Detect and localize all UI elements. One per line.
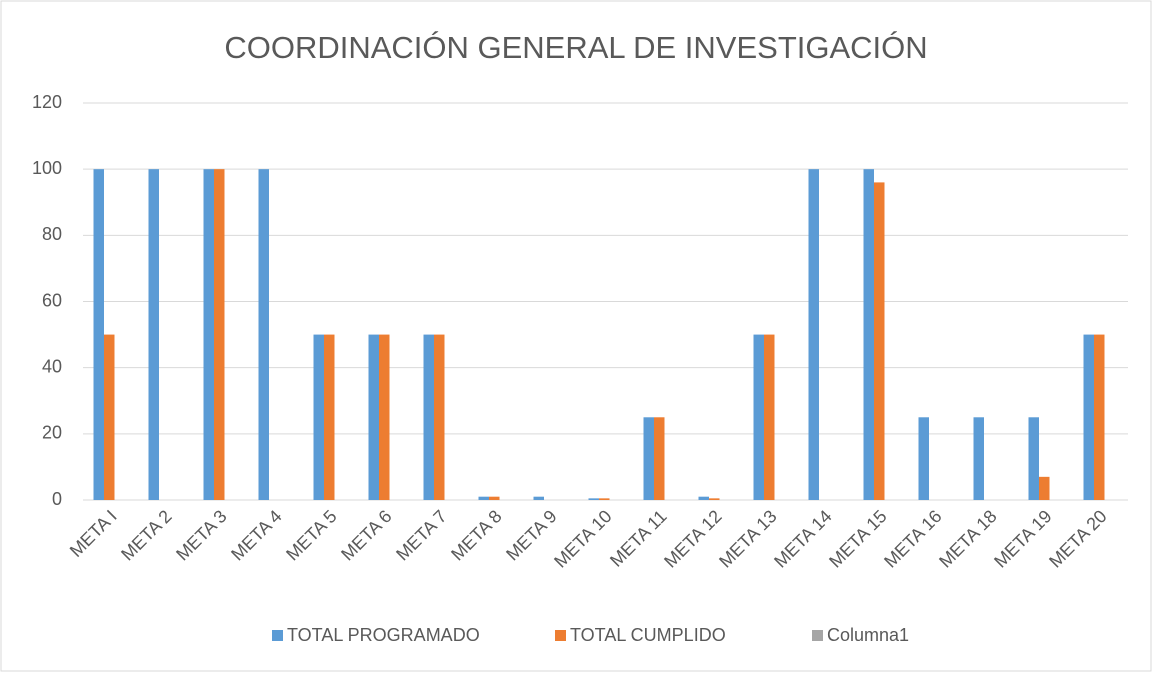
bar <box>434 334 445 500</box>
legend-label: TOTAL CUMPLIDO <box>570 625 726 645</box>
bar <box>874 182 885 500</box>
y-tick-label: 40 <box>42 356 62 376</box>
bar <box>368 334 379 500</box>
legend-label: Columna1 <box>827 625 909 645</box>
bar <box>533 496 544 500</box>
bar <box>258 169 269 500</box>
bar <box>379 334 390 500</box>
y-tick-label: 80 <box>42 224 62 244</box>
legend-swatch <box>812 630 823 641</box>
bar <box>104 334 115 500</box>
bar <box>808 169 819 500</box>
y-tick-label: 0 <box>52 489 62 509</box>
bar <box>203 169 214 500</box>
bar <box>1094 334 1105 500</box>
bar <box>324 334 335 500</box>
bar <box>863 169 874 500</box>
bar <box>588 498 599 500</box>
bar <box>654 417 665 500</box>
bar <box>489 496 500 500</box>
bar <box>214 169 225 500</box>
legend-label: TOTAL PROGRAMADO <box>287 625 480 645</box>
bar <box>93 169 104 500</box>
bar <box>764 334 775 500</box>
bar <box>599 498 610 500</box>
bar <box>1028 417 1039 500</box>
y-tick-label: 100 <box>32 158 62 178</box>
y-tick-label: 20 <box>42 423 62 443</box>
legend-swatch <box>555 630 566 641</box>
bar <box>709 498 720 500</box>
y-tick-label: 60 <box>42 290 62 310</box>
y-tick-label: 120 <box>32 92 62 112</box>
bar <box>643 417 654 500</box>
bar <box>478 496 489 500</box>
bar <box>1083 334 1094 500</box>
bar <box>918 417 929 500</box>
bar <box>423 334 434 500</box>
bar <box>313 334 324 500</box>
bar <box>973 417 984 500</box>
chart-title: COORDINACIÓN GENERAL DE INVESTIGACIÓN <box>224 30 927 65</box>
bar <box>1039 476 1050 500</box>
bar <box>698 496 709 500</box>
bar <box>148 169 159 500</box>
bar <box>753 334 764 500</box>
legend-swatch <box>272 630 283 641</box>
